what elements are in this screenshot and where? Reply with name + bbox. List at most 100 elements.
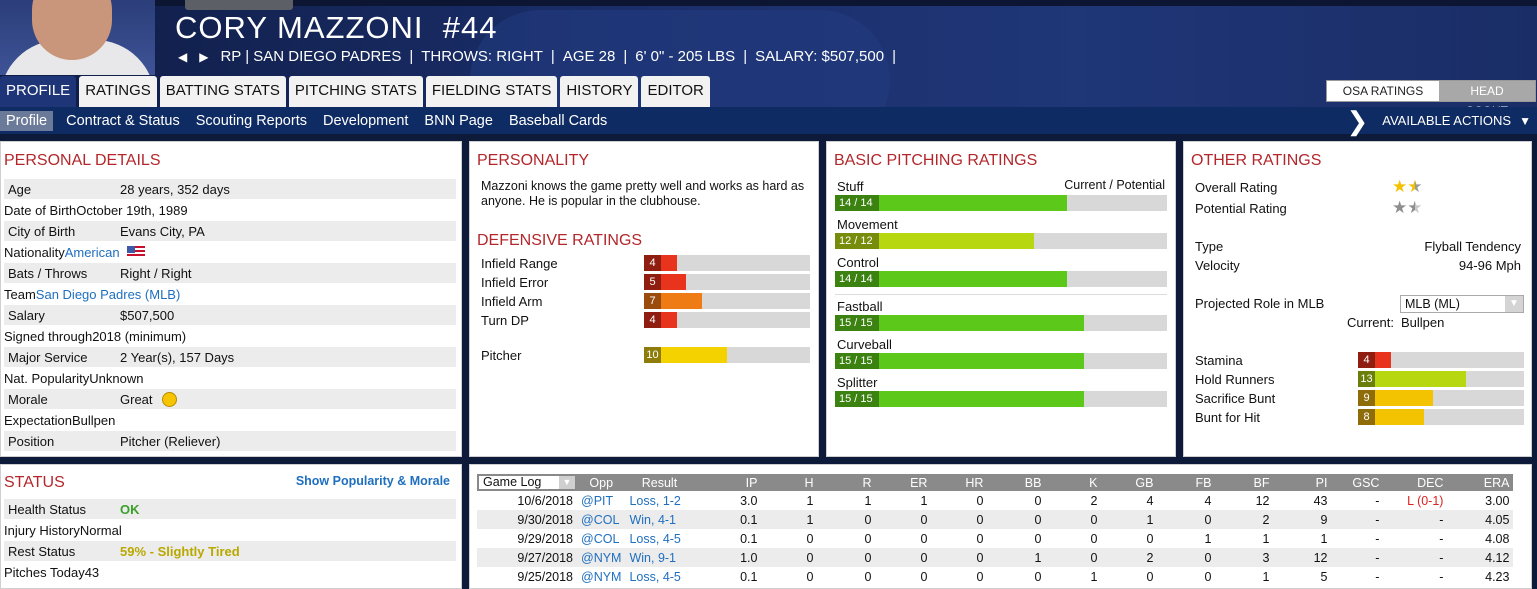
stat-cell: 0: [976, 531, 984, 546]
opponent-link[interactable]: @NYM: [581, 569, 622, 584]
column-header[interactable]: HR: [931, 474, 988, 491]
column-header[interactable]: IP: [693, 474, 762, 491]
stat-cell: 0: [1034, 531, 1042, 546]
stat-cell: 1.0: [693, 548, 762, 567]
opponent-link[interactable]: @COL: [581, 531, 620, 546]
header-strip: [150, 0, 1537, 6]
other-rating-label: Stamina: [1195, 352, 1243, 368]
subnav-baseball-cards[interactable]: Baseball Cards: [508, 112, 608, 129]
other-rating-label: Sacrifice Bunt: [1195, 390, 1276, 406]
column-header[interactable]: H: [761, 474, 818, 491]
column-header[interactable]: GB: [1101, 474, 1158, 491]
column-header[interactable]: FB: [1157, 474, 1216, 491]
tab-ratings[interactable]: RATINGS: [79, 76, 157, 107]
opponent-link[interactable]: @NYM: [577, 548, 626, 567]
detail-value[interactable]: American: [64, 244, 120, 260]
table-row[interactable]: 10/6/2018 @PIT Loss, 1-2 3.0 1 1 1 0 0 2 4 4 12 43 - L …: [477, 491, 1513, 510]
column-header[interactable]: PI: [1273, 474, 1332, 491]
subnav-bnn-page[interactable]: BNN Page: [424, 112, 493, 129]
result-link[interactable]: Loss, 4-5: [629, 531, 681, 546]
status-label: Rest Status: [8, 543, 76, 559]
result-link[interactable]: Win, 9-1: [625, 548, 694, 567]
top-bar-tab: [185, 0, 293, 10]
pitch-rating-bar: 15 / 15: [835, 353, 1167, 369]
column-header[interactable]: DEC: [1383, 474, 1448, 491]
stat-cell: -: [1375, 531, 1380, 546]
stat-cell: 43: [1313, 493, 1328, 508]
opponent-link[interactable]: @PIT: [581, 493, 614, 508]
game-log-select[interactable]: Game Log ▼: [478, 475, 576, 490]
head-scout-button[interactable]: HEAD SCOUT: [1439, 81, 1535, 107]
flag-canton: [126, 246, 135, 253]
detail-value: 2 Year(s), 157 Days: [120, 349, 235, 365]
bar-value: 7: [644, 293, 661, 309]
tab-editor[interactable]: EDITOR: [641, 76, 710, 107]
stat-cell: 0: [864, 569, 872, 584]
table-row[interactable]: 9/29/2018 @COL Loss, 4-5 0.1 0 0 0 0 0 0 0 1 1 1 - - 4.0…: [477, 529, 1513, 548]
bar-value: 8: [1358, 409, 1375, 425]
stat-cell: 1: [987, 548, 1046, 567]
bar-value: 4: [644, 255, 661, 271]
projected-role-select[interactable]: MLB (ML) ▼: [1400, 295, 1524, 313]
detail-label: Nat. Popularity: [4, 370, 90, 386]
tab-profile[interactable]: PROFILE: [0, 76, 77, 107]
star-half-icon: ★: [1407, 177, 1423, 196]
column-header[interactable]: K: [1045, 474, 1102, 491]
personality-text: Mazzoni knows the game pretty well and w…: [481, 179, 805, 208]
next-player-icon[interactable]: ▶: [199, 49, 209, 64]
result-link[interactable]: Win, 4-1: [625, 510, 694, 529]
result-link[interactable]: Loss, 4-5: [629, 569, 681, 584]
result-link[interactable]: Loss, 1-2: [629, 493, 681, 508]
osa-ratings-button[interactable]: OSA RATINGS: [1327, 81, 1439, 101]
stat-cell: -: [1375, 569, 1380, 584]
subnav-contract-status[interactable]: Contract & Status: [66, 112, 180, 129]
tab-fielding-stats[interactable]: FIELDING STATS: [425, 76, 558, 107]
detail-label: Team: [4, 286, 36, 302]
column-header[interactable]: GSC: [1331, 474, 1384, 491]
subnav-scouting-reports[interactable]: Scouting Reports: [195, 112, 307, 129]
available-actions-label: AVAILABLE ACTIONS: [1382, 113, 1512, 128]
personal-details-panel: PERSONAL DETAILS Age 28 years, 352 days Da…: [0, 141, 462, 457]
chevron-right-icon: ❯: [1346, 105, 1369, 136]
bar-value: 5: [644, 274, 661, 290]
column-header[interactable]: BB: [987, 474, 1046, 491]
column-header[interactable]: R: [817, 474, 876, 491]
detail-label: Age: [8, 181, 32, 197]
defensive-rating-bar: 10: [644, 347, 810, 363]
stat-cell: 0: [1204, 569, 1212, 584]
column-header[interactable]: ERA: [1447, 474, 1514, 491]
stat-cell: 1: [1262, 569, 1270, 584]
tab-batting-stats[interactable]: BATTING STATS: [159, 76, 286, 107]
column-header[interactable]: BF: [1215, 474, 1274, 491]
available-actions-menu[interactable]: ❯ AVAILABLE ACTIONS ▼: [1346, 107, 1537, 134]
detail-label: Morale: [8, 391, 48, 407]
stat-cell: 0: [931, 510, 988, 529]
subnav-development[interactable]: Development: [322, 112, 409, 129]
size: 6' 0" - 205 LBS: [635, 48, 736, 65]
table-row[interactable]: 9/30/2018 @COL Win, 4-1 0.1 1 0 0 0 0 0 1 0 2 9- -4.05: [477, 510, 1514, 529]
player-name: CORY MAZZONI #44: [175, 10, 498, 46]
star-half-icon: ★: [1407, 198, 1423, 217]
column-header[interactable]: Opp: [577, 474, 626, 491]
opponent-link[interactable]: @COL: [577, 510, 626, 529]
stat-cell: 1: [864, 493, 872, 508]
column-header[interactable]: Result: [625, 474, 694, 491]
star-full-icon: ★: [1392, 198, 1408, 217]
tab-history[interactable]: HISTORY: [560, 76, 639, 107]
game-log-body: 10/6/2018 @PIT Loss, 1-2 3.0 1 1 1 0 0 2 4 4 12 43- L …: [477, 491, 1514, 586]
show-popularity-morale-link[interactable]: Show Popularity & Morale: [295, 474, 450, 488]
table-row[interactable]: 9/27/2018 @NYM Win, 9-1 1.0 0 0 0 0 1 0 2 0 3 12- -4.1…: [477, 548, 1514, 567]
detail-value[interactable]: San Diego Padres (MLB): [35, 286, 181, 302]
subnav-profile[interactable]: Profile: [0, 110, 54, 131]
stat-cell: 0: [817, 548, 876, 567]
table-row[interactable]: 9/25/2018 @NYM Loss, 4-5 0.1 0 0 0 0 0 1 0 0 1 5 - - 4.2…: [477, 567, 1513, 586]
stat-cell: 3: [1215, 548, 1274, 567]
stat-cell: 0: [931, 548, 988, 567]
status-row: Rest Status 59% - Slightly Tired: [4, 541, 456, 561]
tab-pitching-stats[interactable]: PITCHING STATS: [288, 76, 423, 107]
prev-player-icon[interactable]: ◀: [178, 49, 188, 64]
other-rating-bar: 4: [1358, 352, 1524, 368]
happy-face-icon: [161, 391, 177, 407]
type-value: Flyball Tendency: [1424, 238, 1521, 254]
column-header[interactable]: ER: [875, 474, 932, 491]
